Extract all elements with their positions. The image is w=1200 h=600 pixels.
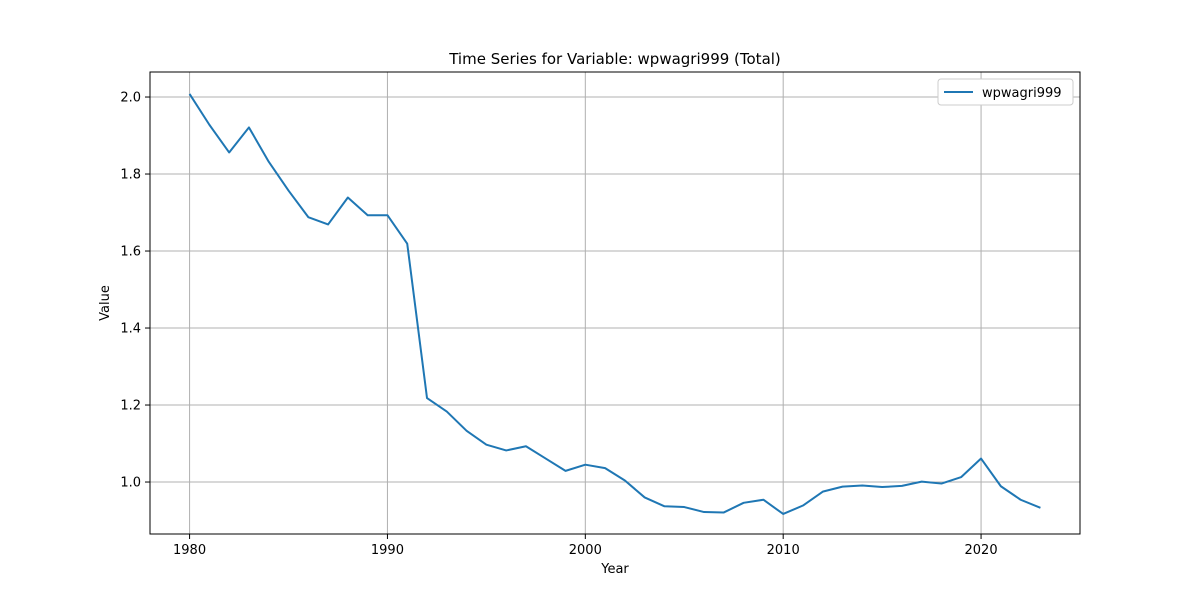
chart-title: Time Series for Variable: wpwagri999 (To…: [448, 50, 781, 68]
y-tick-label: 1.0: [120, 476, 141, 491]
series-layer: [188, 93, 1041, 515]
x-tick-label: 1980: [173, 543, 206, 558]
y-axis-label: Value: [98, 285, 113, 321]
plot-frame: [149, 71, 1081, 535]
x-tick-label: 2020: [965, 543, 998, 558]
axis-ticks: 1980 1990 2000 2010 2020 1.0 1.2 1.4 1.6 1.8 2.0: [120, 91, 997, 558]
legend-box: [937, 78, 1074, 106]
x-tick-label: 1990: [371, 543, 404, 558]
x-axis-label: Year: [600, 562, 629, 577]
y-tick-label: 1.6: [120, 245, 141, 260]
grid: [150, 72, 1080, 534]
y-tick-label: 1.2: [120, 399, 141, 414]
y-tick-label: 1.8: [120, 168, 141, 183]
x-tick-label: 2000: [569, 543, 602, 558]
legend: wpwagri999: [937, 78, 1074, 106]
y-tick-label: 2.0: [120, 91, 141, 106]
series-line-0: [188, 93, 1041, 515]
y-tick-label: 1.4: [120, 322, 141, 337]
legend-entry-label: wpwagri999: [982, 86, 1062, 101]
x-tick-label: 2010: [767, 543, 800, 558]
